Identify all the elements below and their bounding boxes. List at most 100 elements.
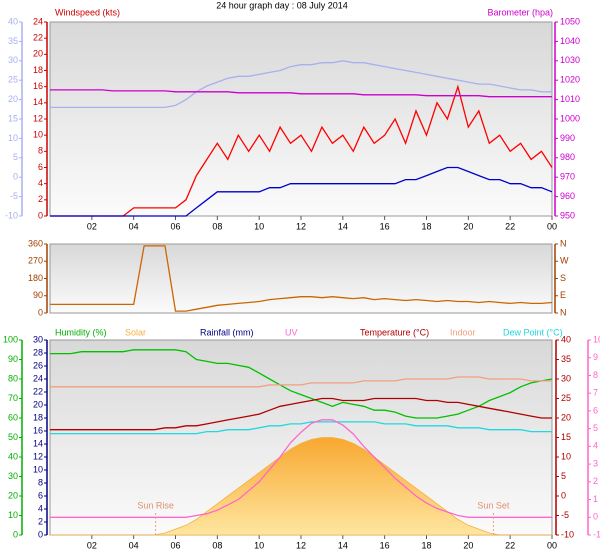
y-tick-label: 10	[593, 334, 600, 344]
y-tick-label: 6	[38, 490, 43, 500]
y-tick-label: 26	[33, 360, 43, 370]
y-tick-label: 1000	[560, 113, 580, 123]
y-tick-label: S	[560, 273, 566, 283]
y-tick-label: -5	[561, 510, 569, 520]
solar-area	[50, 437, 552, 536]
series-line	[50, 166, 553, 217]
y-tick-label: 6	[593, 405, 598, 415]
y-tick-label: 1010	[560, 94, 580, 104]
x-tick-label: 08	[212, 540, 222, 550]
y-tick-label: 12	[33, 113, 43, 123]
annotation-label: Sun Set	[477, 500, 510, 510]
y-tick-label: 4	[593, 441, 598, 451]
y-tick-label: 2	[38, 194, 43, 204]
x-tick-label: 00	[547, 221, 557, 231]
x-tick-label: 12	[296, 540, 306, 550]
y-tick-label: 0	[38, 210, 43, 220]
x-tick-label: 22	[505, 540, 515, 550]
y-tick-label: 9	[593, 352, 598, 362]
x-tick-label: 14	[338, 221, 348, 231]
header-label: Barometer (hpa)	[487, 7, 553, 17]
y-tick-label: 990	[560, 133, 575, 143]
x-tick-label: 02	[87, 221, 97, 231]
y-tick-label: 60	[8, 412, 18, 422]
x-tick-label: 06	[170, 540, 180, 550]
y-tick-label: 1030	[560, 55, 580, 65]
y-tick-label: 180	[28, 273, 43, 283]
y-tick-label: 80	[8, 373, 18, 383]
y-tick-label: 10	[8, 510, 18, 520]
y-tick-label: 2	[38, 516, 43, 526]
y-tick-label: N	[560, 307, 567, 317]
y-tick-label: 0	[561, 490, 566, 500]
x-tick-label: 16	[380, 540, 390, 550]
x-tick-label: 10	[254, 540, 264, 550]
y-tick-label: 10	[33, 130, 43, 140]
y-tick-label: 0	[593, 512, 598, 522]
y-tick-label: 25	[561, 393, 571, 403]
x-tick-label: 14	[338, 540, 348, 550]
header-label: Windspeed (kts)	[55, 7, 120, 17]
y-tick-label: 1020	[560, 75, 580, 85]
y-tick-label: -10	[5, 210, 18, 220]
y-tick-label: 30	[33, 334, 43, 344]
y-tick-label: 18	[33, 65, 43, 75]
y-tick-label: 0	[38, 529, 43, 539]
y-tick-label: 40	[8, 451, 18, 461]
y-tick-label: 10	[8, 133, 18, 143]
y-tick-label: 12	[33, 451, 43, 461]
y-tick-label: 1	[593, 494, 598, 504]
y-tick-label: 20	[8, 94, 18, 104]
y-tick-label: 40	[8, 16, 18, 26]
y-tick-label: 20	[561, 412, 571, 422]
header-label: Humidity (%)	[55, 327, 107, 337]
y-tick-label: 22	[33, 386, 43, 396]
header-label: Indoor	[450, 327, 476, 337]
y-tick-label: -1	[593, 529, 600, 539]
y-tick-label: -10	[561, 529, 574, 539]
y-tick-label: 4	[38, 178, 43, 188]
x-tick-label: 06	[170, 221, 180, 231]
x-tick-label: 04	[129, 540, 139, 550]
header-label: Rainfall (mm)	[200, 327, 254, 337]
y-tick-label: 50	[8, 432, 18, 442]
y-tick-label: 15	[561, 432, 571, 442]
y-tick-label: 5	[593, 423, 598, 433]
x-tick-label: 16	[380, 221, 390, 231]
y-tick-label: 270	[28, 256, 43, 266]
y-tick-label: 40	[561, 334, 571, 344]
x-tick-label: 20	[463, 221, 473, 231]
y-tick-label: 7	[593, 388, 598, 398]
plot-area	[49, 21, 553, 217]
y-tick-label: 90	[8, 354, 18, 364]
y-tick-label: N	[560, 238, 567, 248]
y-tick-label: 30	[561, 373, 571, 383]
header-label: Solar	[125, 327, 146, 337]
header-label: Dew Point (°C)	[503, 327, 563, 337]
y-tick-label: 10	[33, 464, 43, 474]
y-tick-label: 2	[593, 476, 598, 486]
x-tick-label: 18	[421, 540, 431, 550]
annotation-label: Sun Rise	[137, 500, 174, 510]
series-line	[50, 376, 552, 388]
y-tick-label: 980	[560, 152, 575, 162]
y-tick-label: 35	[8, 36, 18, 46]
y-tick-label: 25	[8, 75, 18, 85]
series-line	[50, 421, 552, 435]
y-tick-label: 5	[13, 152, 18, 162]
y-tick-label: 10	[561, 451, 571, 461]
x-tick-label: 12	[296, 221, 306, 231]
series-line	[50, 84, 553, 217]
y-tick-label: 970	[560, 172, 575, 182]
x-tick-label: 22	[505, 221, 515, 231]
chart-title: 24 hour graph day : 08 July 2014	[216, 0, 348, 10]
y-tick-label: 950	[560, 210, 575, 220]
x-tick-label: 18	[421, 221, 431, 231]
y-tick-label: 28	[33, 347, 43, 357]
y-tick-label: 20	[33, 49, 43, 59]
y-tick-label: 360	[28, 238, 43, 248]
y-tick-label: 20	[8, 490, 18, 500]
series-line	[50, 60, 552, 109]
y-tick-label: 8	[38, 146, 43, 156]
